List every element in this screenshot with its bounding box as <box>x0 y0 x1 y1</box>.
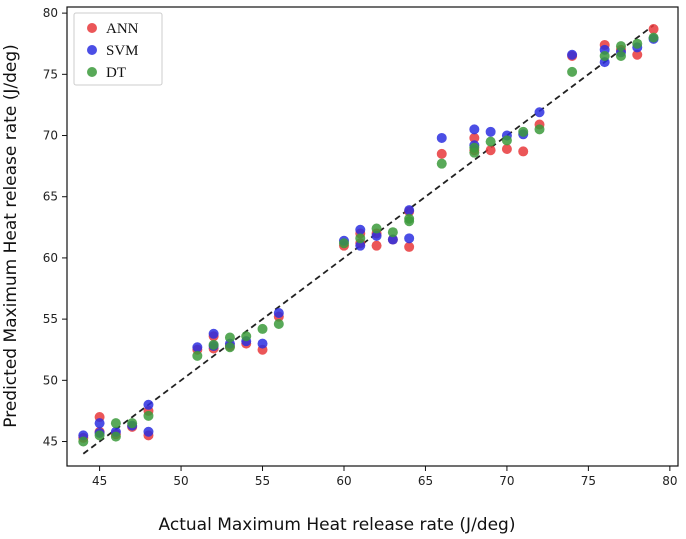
point-dt <box>257 323 268 334</box>
point-dt <box>501 135 512 146</box>
point-svm <box>143 399 154 410</box>
point-ann <box>469 132 480 143</box>
y-tick-label: 80 <box>43 6 58 20</box>
point-ann <box>632 49 643 60</box>
point-dt <box>127 418 138 429</box>
y-tick-label: 45 <box>43 435 58 449</box>
point-svm <box>436 132 447 143</box>
point-svm <box>355 240 366 251</box>
x-tick-label: 60 <box>336 474 351 488</box>
y-tick-label: 55 <box>43 312 58 326</box>
point-dt <box>241 331 252 342</box>
point-svm <box>371 230 382 241</box>
point-ann <box>436 148 447 159</box>
legend-marker-ann <box>87 23 97 33</box>
point-dt <box>224 342 235 353</box>
point-ann <box>648 24 659 35</box>
point-dt <box>273 319 284 330</box>
x-axis: 45 50 55 60 65 70 75 80 <box>92 466 677 488</box>
point-dt <box>615 50 626 61</box>
x-tick-label: 70 <box>499 474 514 488</box>
point-svm <box>355 224 366 235</box>
point-dt <box>224 332 235 343</box>
point-dt <box>192 350 203 361</box>
legend-label-dt: DT <box>106 65 126 81</box>
legend-label-ann: ANN <box>106 21 139 37</box>
point-ann <box>501 143 512 154</box>
y-tick-label: 65 <box>43 190 58 204</box>
point-dt <box>110 418 121 429</box>
point-ann <box>371 240 382 251</box>
legend: ANN SVM DT <box>73 12 163 86</box>
x-tick-label: 50 <box>173 474 188 488</box>
point-dt <box>110 431 121 442</box>
point-svm <box>94 418 105 429</box>
point-svm <box>485 126 496 137</box>
point-svm <box>387 234 398 245</box>
point-ann <box>518 146 529 157</box>
point-ann <box>485 145 496 156</box>
y-tick-label: 70 <box>43 129 58 143</box>
x-tick-label: 80 <box>662 474 677 488</box>
point-ann <box>404 241 415 252</box>
point-dt <box>567 66 578 77</box>
point-dt <box>632 38 643 49</box>
y-tick-label: 75 <box>43 67 58 81</box>
point-dt <box>469 147 480 158</box>
point-dt <box>371 223 382 234</box>
reference-line <box>82 24 655 455</box>
y-axis: 45 50 55 60 65 70 75 80 <box>43 6 67 449</box>
x-axis-title: Actual Maximum Heat release rate (J/deg) <box>159 515 516 535</box>
point-svm <box>404 205 415 216</box>
point-svm <box>192 342 203 353</box>
point-dt <box>208 339 219 350</box>
point-dt <box>94 430 105 441</box>
point-dt <box>387 227 398 238</box>
point-svm <box>143 426 154 437</box>
point-dt <box>485 136 496 147</box>
y-tick-label: 60 <box>43 251 58 265</box>
point-dt <box>599 50 610 61</box>
data-points <box>78 24 659 447</box>
y-axis-title: Predicted Maximum Heat release rate (J/d… <box>1 44 21 427</box>
point-dt <box>338 238 349 249</box>
x-tick-label: 55 <box>255 474 270 488</box>
point-dt <box>518 126 529 137</box>
point-svm <box>257 338 268 349</box>
point-dt <box>615 41 626 52</box>
point-dt <box>404 216 415 227</box>
y-tick-label: 50 <box>43 373 58 387</box>
point-dt <box>355 233 366 244</box>
legend-marker-dt <box>87 67 97 77</box>
plot-frame <box>66 6 679 467</box>
point-svm <box>208 328 219 339</box>
legend-marker-svm <box>87 45 97 55</box>
point-dt <box>143 410 154 421</box>
point-svm <box>534 107 545 118</box>
point-svm <box>273 308 284 318</box>
point-svm <box>567 49 578 60</box>
x-tick-label: 75 <box>581 474 596 488</box>
point-svm <box>469 124 480 135</box>
point-dt <box>78 436 89 447</box>
legend-label-svm: SVM <box>106 43 139 59</box>
point-svm <box>404 233 415 244</box>
x-tick-label: 45 <box>92 474 107 488</box>
point-dt <box>436 158 447 169</box>
point-dt <box>648 32 659 43</box>
point-dt <box>534 124 545 135</box>
x-tick-label: 65 <box>418 474 433 488</box>
